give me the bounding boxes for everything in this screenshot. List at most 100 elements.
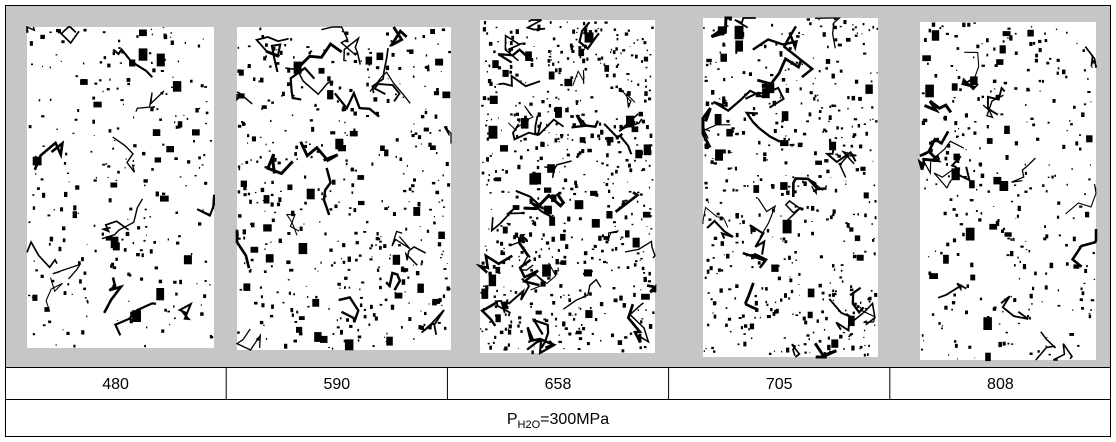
- speckle: [829, 282, 831, 284]
- speckle: [996, 59, 1004, 65]
- speckle: [167, 238, 169, 241]
- speckle: [601, 234, 604, 238]
- speckle: [719, 288, 723, 293]
- speckle: [974, 121, 977, 123]
- speckle: [850, 285, 853, 288]
- speckle: [75, 75, 79, 78]
- crack: [321, 26, 357, 56]
- crack: [498, 74, 541, 88]
- speckle: [828, 138, 832, 143]
- speckle: [584, 292, 587, 296]
- speckle: [642, 211, 651, 218]
- speckle: [306, 188, 315, 200]
- speckle: [544, 319, 549, 323]
- speckle: [357, 339, 360, 342]
- speckle: [785, 135, 787, 137]
- speckle: [118, 39, 121, 43]
- speckle: [622, 49, 626, 52]
- speckle: [573, 192, 577, 196]
- speckle: [60, 60, 62, 62]
- speckle: [601, 249, 604, 253]
- speckle: [192, 129, 200, 136]
- speckle: [329, 248, 333, 252]
- speckle: [568, 298, 571, 302]
- speckle: [282, 301, 285, 304]
- speckle: [713, 162, 717, 165]
- speckle: [533, 222, 537, 226]
- speckle: [832, 341, 836, 345]
- speckle: [594, 110, 598, 113]
- speckle: [261, 35, 265, 40]
- speckle: [350, 108, 354, 112]
- speckle: [379, 240, 382, 243]
- speckle: [38, 99, 41, 102]
- speckle: [809, 352, 811, 354]
- micrograph: [701, 16, 878, 359]
- speckle: [787, 68, 790, 71]
- speckle: [649, 54, 652, 56]
- crack: [523, 192, 566, 211]
- speckle: [105, 163, 108, 165]
- speckle: [999, 45, 1006, 54]
- speckle: [703, 350, 705, 352]
- crack: [815, 17, 842, 49]
- speckle: [136, 253, 140, 257]
- speckle: [586, 342, 590, 346]
- speckle: [173, 305, 175, 308]
- speckle: [481, 171, 485, 175]
- speckle: [432, 301, 437, 306]
- speckle: [243, 262, 246, 265]
- speckle: [424, 311, 427, 316]
- speckle: [920, 348, 924, 351]
- speckle: [101, 232, 104, 236]
- speckle: [649, 133, 653, 138]
- speckle: [631, 121, 636, 125]
- speckle: [430, 29, 435, 34]
- speckle: [546, 90, 550, 93]
- speckle: [742, 220, 745, 224]
- speckle: [321, 144, 323, 147]
- speckle: [925, 84, 934, 98]
- speckle: [271, 101, 274, 104]
- speckle: [576, 153, 580, 157]
- caption-rest: =300MPa: [540, 411, 609, 428]
- speckle: [314, 332, 322, 342]
- speckle: [406, 49, 410, 52]
- speckle: [1016, 214, 1019, 218]
- speckle: [379, 285, 382, 290]
- speckle: [770, 308, 773, 312]
- speckle: [874, 324, 876, 326]
- speckle: [934, 250, 937, 252]
- speckle: [854, 235, 861, 242]
- speckle: [612, 182, 614, 185]
- crack: [52, 263, 82, 280]
- speckle: [594, 29, 598, 33]
- speckle: [845, 222, 848, 224]
- speckle: [293, 293, 295, 296]
- speckle: [713, 350, 716, 353]
- speckle: [345, 31, 349, 35]
- speckle: [624, 199, 628, 202]
- speckle: [36, 187, 40, 190]
- speckle: [171, 86, 173, 88]
- speckle: [818, 175, 822, 178]
- speckle: [584, 32, 594, 43]
- speckle: [247, 142, 249, 144]
- column-label: 590: [323, 376, 350, 393]
- speckle: [200, 304, 202, 306]
- speckle: [125, 158, 127, 160]
- crack: [265, 153, 294, 176]
- caption: PH2O=300MPa: [507, 411, 609, 431]
- speckle: [558, 340, 562, 344]
- speckle: [949, 198, 953, 201]
- speckle: [740, 33, 742, 35]
- speckle: [504, 313, 507, 316]
- speckle: [725, 323, 728, 327]
- speckle: [1029, 316, 1031, 320]
- speckle: [384, 336, 386, 338]
- speckle: [342, 243, 346, 248]
- speckle: [706, 58, 712, 63]
- speckle: [628, 163, 631, 168]
- speckle: [1032, 41, 1036, 45]
- speckle: [969, 180, 975, 189]
